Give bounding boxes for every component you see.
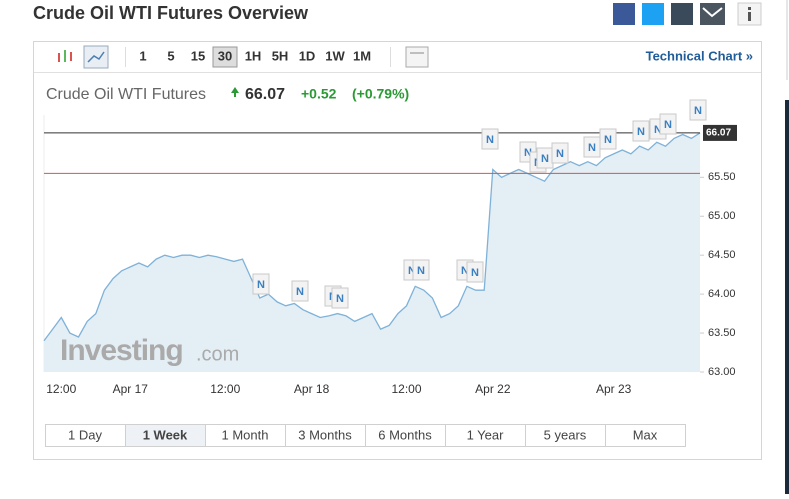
news-marker-label[interactable]: N bbox=[417, 265, 425, 277]
price-change-pct: (+0.79%) bbox=[352, 86, 409, 102]
last-price-tag bbox=[703, 124, 737, 141]
interval-active-bg[interactable] bbox=[212, 46, 238, 68]
news-marker[interactable] bbox=[466, 261, 484, 283]
news-marker[interactable] bbox=[659, 113, 677, 135]
stocktwits-icon[interactable] bbox=[671, 3, 693, 25]
news-marker-label[interactable]: N bbox=[637, 126, 645, 138]
interval-button[interactable]: 1 bbox=[139, 48, 146, 63]
x-tick-label: 12:00 bbox=[46, 382, 76, 396]
news-marker-label[interactable]: N bbox=[664, 119, 672, 131]
x-tick-label: 12:00 bbox=[210, 382, 240, 396]
page-title: Crude Oil WTI Futures Overview bbox=[33, 3, 309, 23]
news-marker[interactable] bbox=[551, 142, 569, 164]
chart-type-icons[interactable] bbox=[58, 45, 429, 69]
x-tick-label: Apr 17 bbox=[113, 382, 149, 396]
twitter-icon[interactable] bbox=[642, 3, 664, 25]
up-arrow bbox=[231, 87, 239, 93]
news-marker-label[interactable]: N bbox=[588, 142, 596, 154]
news-marker-label[interactable]: N bbox=[408, 265, 416, 277]
interval-button[interactable]: 1H bbox=[245, 48, 262, 63]
y-tick-label: 65.00 bbox=[708, 210, 736, 222]
news-marker[interactable] bbox=[689, 99, 707, 121]
last-price: 66.07 bbox=[245, 86, 285, 103]
range-tab-label[interactable]: 1 Day bbox=[68, 427, 102, 442]
news-marker-label[interactable]: N bbox=[296, 286, 304, 298]
interval-button[interactable]: 1W bbox=[325, 48, 345, 63]
y-tick-label: 63.00 bbox=[708, 366, 736, 378]
facebook-icon[interactable] bbox=[613, 3, 635, 25]
range-tab-label[interactable]: 3 Months bbox=[298, 427, 352, 442]
x-tick-label: Apr 22 bbox=[475, 382, 511, 396]
side-bar bbox=[785, 100, 789, 494]
news-marker-label[interactable]: N bbox=[257, 279, 265, 291]
range-tab-label[interactable]: 1 Year bbox=[467, 427, 505, 442]
info-glyph-dot bbox=[748, 7, 751, 10]
x-tick-label: 12:00 bbox=[392, 382, 422, 396]
news-marker-label[interactable]: N bbox=[654, 124, 662, 136]
watermark-suffix: .com bbox=[196, 343, 239, 365]
interval-button[interactable]: 15 bbox=[191, 48, 205, 63]
interval-button[interactable]: 5 bbox=[167, 48, 174, 63]
y-tick-label: 64.50 bbox=[708, 249, 736, 261]
table-icon[interactable] bbox=[405, 46, 429, 68]
y-tick-label: 65.50 bbox=[708, 171, 736, 183]
price-change: +0.52 bbox=[301, 86, 337, 102]
range-tab-label[interactable]: 1 Month bbox=[222, 427, 269, 442]
news-marker-label[interactable]: N bbox=[694, 105, 702, 117]
technical-chart-link[interactable]: Technical Chart » bbox=[646, 48, 753, 63]
news-marker[interactable] bbox=[599, 128, 617, 150]
candle-icon[interactable] bbox=[58, 53, 60, 62]
news-marker[interactable] bbox=[252, 273, 270, 295]
news-marker-label[interactable]: N bbox=[541, 153, 549, 165]
price-line bbox=[43, 132, 701, 342]
info-glyph bbox=[748, 12, 751, 21]
candle-icon[interactable] bbox=[70, 52, 72, 61]
range-tab-label[interactable]: 5 years bbox=[544, 427, 587, 442]
candle-icon[interactable] bbox=[64, 50, 66, 62]
news-marker-label[interactable]: N bbox=[471, 267, 479, 279]
news-marker[interactable] bbox=[291, 280, 309, 302]
y-tick-label: 63.50 bbox=[708, 327, 736, 339]
interval-button[interactable]: 1D bbox=[299, 48, 316, 63]
interval-button[interactable]: 1M bbox=[353, 48, 371, 63]
interval-button[interactable]: 30 bbox=[218, 48, 232, 63]
instrument-name: Crude Oil WTI Futures bbox=[46, 86, 206, 103]
up-arrow-stem bbox=[234, 93, 236, 97]
news-marker[interactable] bbox=[632, 120, 650, 142]
news-marker[interactable] bbox=[412, 259, 430, 281]
news-marker[interactable] bbox=[481, 128, 499, 150]
watermark: Investing bbox=[60, 334, 183, 367]
y-tick-label: 64.00 bbox=[708, 288, 736, 300]
last-price-tag-label: 66.07 bbox=[706, 128, 731, 139]
share-icons[interactable] bbox=[613, 2, 762, 26]
news-marker-label[interactable]: N bbox=[336, 293, 344, 305]
range-tab[interactable] bbox=[605, 424, 686, 447]
price-area bbox=[44, 132, 700, 372]
range-tab-label[interactable]: 1 Week bbox=[143, 427, 188, 442]
news-marker-label[interactable]: N bbox=[556, 148, 564, 160]
news-marker-label[interactable]: N bbox=[524, 147, 532, 159]
interval-button[interactable]: 5H bbox=[272, 48, 289, 63]
line-icon bbox=[87, 51, 105, 63]
x-tick-label: Apr 23 bbox=[596, 382, 632, 396]
news-marker-label[interactable]: N bbox=[604, 134, 612, 146]
range-tab-label[interactable]: Max bbox=[633, 427, 658, 442]
email-icon[interactable] bbox=[700, 3, 725, 25]
news-marker-label[interactable]: N bbox=[486, 134, 494, 146]
news-marker-label[interactable]: N bbox=[461, 265, 469, 277]
range-tab-label[interactable]: 6 Months bbox=[378, 427, 432, 442]
x-tick-label: Apr 18 bbox=[294, 382, 330, 396]
news-marker[interactable] bbox=[331, 287, 349, 309]
email-glyph bbox=[702, 7, 723, 18]
